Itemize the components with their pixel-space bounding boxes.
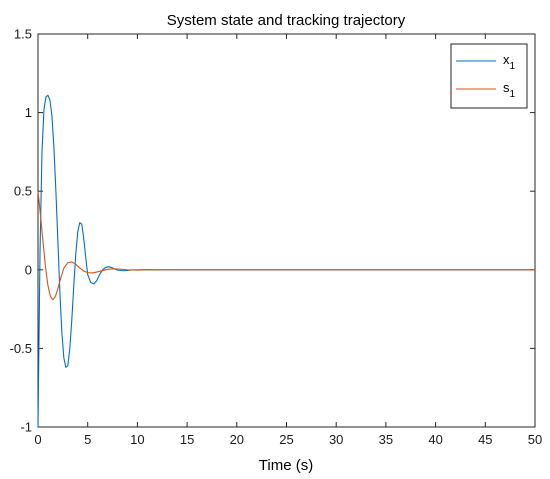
legend-label-subscript: 1 (510, 89, 516, 100)
y-tick-label: 1.5 (14, 27, 32, 42)
legend-label-main: x (503, 52, 510, 67)
y-tick-label: -0.5 (10, 341, 32, 356)
legend-label-main: s (503, 80, 510, 95)
y-tick-label: 0.5 (14, 184, 32, 199)
x-tick-label: 35 (379, 432, 393, 447)
y-tick-label: 1 (25, 105, 32, 120)
x-tick-label: 10 (130, 432, 144, 447)
x-tick-label: 0 (34, 432, 41, 447)
y-tick-label: 0 (25, 262, 32, 277)
x-tick-label: 15 (180, 432, 194, 447)
legend-label-subscript: 1 (510, 61, 516, 72)
legend-label-s1: s1 (503, 80, 516, 100)
x-tick-label: 25 (279, 432, 293, 447)
x-tick-label: 45 (478, 432, 492, 447)
x-axis-label: Time (s) (259, 457, 313, 474)
x-tick-label: 50 (528, 432, 542, 447)
chart-title: System state and tracking trajectory (167, 12, 406, 29)
x-tick-label: 20 (230, 432, 244, 447)
x-tick-label: 40 (428, 432, 442, 447)
legend-box (450, 43, 528, 109)
ticks-layer: 0 5 10 15 20 25 30 35 40 45 50 -1 -0.5 0 0.5 1 1.5 (10, 27, 543, 448)
y-tick-label: -1 (20, 420, 32, 435)
series-layer (37, 94, 535, 428)
x-tick-label: 5 (84, 432, 91, 447)
x-tick-label: 30 (329, 432, 343, 447)
legend-label-x1: x1 (503, 52, 516, 72)
series-line-s1 (37, 191, 535, 301)
